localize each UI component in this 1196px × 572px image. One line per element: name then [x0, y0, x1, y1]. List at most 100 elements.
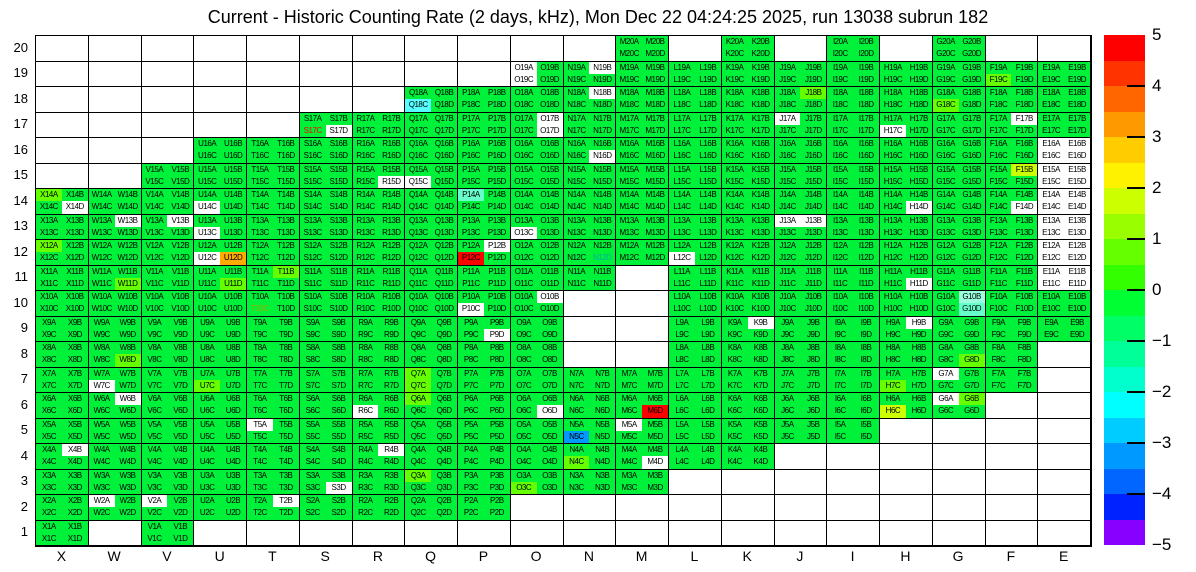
- quad-G6C: G6C: [932, 405, 959, 418]
- cell-F2: [985, 495, 1039, 521]
- quad-U9D: U9D: [220, 328, 246, 341]
- quad-G17A: G17A: [932, 112, 959, 125]
- quad-P17B: P17B: [483, 112, 510, 125]
- quad-M13C: M13C: [616, 226, 643, 239]
- quad-J12D: J12D: [800, 252, 827, 265]
- colorbar-segment-17: [1104, 468, 1145, 494]
- cell-N15: N15A N15B N15C N15D: [563, 163, 617, 189]
- quad-U5C: U5C: [194, 430, 221, 443]
- quad-P16A: P16A: [458, 138, 484, 151]
- quad-T10B: T10B: [272, 291, 299, 304]
- quad-F16D: F16D: [1011, 150, 1038, 163]
- quad-E15B: E15B: [1064, 163, 1090, 176]
- quad-F11B: F11B: [1011, 265, 1038, 278]
- quad-J10C: J10C: [774, 303, 801, 316]
- quad-J6A: J6A: [774, 393, 801, 406]
- quad-T11D: T11D: [272, 277, 299, 290]
- quad-P18D: P18D: [483, 99, 510, 112]
- cell-N18: N18A N18B N18C N18D: [563, 87, 617, 113]
- quad-U12A: U12A: [194, 240, 221, 253]
- quad-S7B: S7B: [325, 367, 352, 380]
- quad-H16C: H16C: [880, 150, 906, 163]
- quad-K13C: K13C: [721, 226, 748, 239]
- cell-K5: K5A K5B K5C K5D: [721, 418, 775, 444]
- quad-E16B: E16B: [1064, 138, 1090, 151]
- quad-R10B: R10B: [378, 291, 405, 304]
- quad-G19D: G19D: [958, 73, 985, 86]
- cell-Q8: Q8A Q8B Q8C Q8D: [405, 342, 458, 368]
- quad-K20A: K20A: [721, 36, 748, 49]
- quad-Q11D: Q11D: [431, 277, 457, 290]
- quad-O7C: O7C: [510, 379, 537, 392]
- cell-N19: N19A N19B N19C N19D: [563, 61, 617, 87]
- quad-I10C: I10C: [827, 303, 854, 316]
- quad-Q9B: Q9B: [431, 316, 457, 329]
- quad-G10B: G10B: [958, 291, 985, 304]
- x-axis-label-Q: Q: [425, 548, 437, 564]
- quad-N15C: N15C: [563, 175, 590, 188]
- quad-F10C: F10C: [985, 303, 1012, 316]
- quad-G14C: G14C: [932, 201, 959, 214]
- quad-X8D: X8D: [61, 354, 88, 367]
- quad-T3A: T3A: [247, 469, 273, 482]
- quad-J17D: J17D: [800, 124, 827, 137]
- quad-O16B: O16B: [536, 138, 563, 151]
- cell-J19: J19A J19B J19C J19D: [774, 61, 828, 87]
- quad-W13A: W13A: [88, 214, 115, 227]
- quad-X6C: X6C: [36, 405, 62, 418]
- quad-K14A: K14A: [721, 189, 748, 202]
- cell-T2: T2A T2B T2C T2D: [247, 495, 300, 521]
- colorbar-segment-9: [1104, 264, 1145, 290]
- cell-I18: I18A I18B I18C I18D: [827, 87, 880, 113]
- cell-J11: J11A J11B J11C J11D: [774, 265, 828, 291]
- quad-Q15C: Q15C: [405, 175, 432, 188]
- quad-G19A: G19A: [932, 61, 959, 74]
- quad-K10B: K10B: [747, 291, 774, 304]
- quad-L19D: L19D: [694, 73, 721, 86]
- quad-F13B: F13B: [1011, 214, 1038, 227]
- cell-L19: L19A L19B L19C L19D: [669, 61, 722, 87]
- quad-T4B: T4B: [272, 444, 299, 457]
- quad-I20C: I20C: [827, 48, 854, 61]
- cell-U14: U14A U14B U14C U14D: [194, 189, 247, 215]
- quad-V13D: V13D: [167, 226, 194, 239]
- quad-G11C: G11C: [932, 277, 959, 290]
- quad-L9B: L9B: [694, 316, 721, 329]
- quad-G7B: G7B: [958, 367, 985, 380]
- cell-N2: [563, 495, 617, 521]
- quad-Q14C: Q14C: [405, 201, 432, 214]
- quad-X13C: X13C: [36, 226, 62, 239]
- quad-Q7A: Q7A: [405, 367, 432, 380]
- cell-T17: [247, 112, 300, 138]
- cell-Q11: Q11A Q11B Q11C Q11D: [405, 265, 458, 291]
- quad-J10D: J10D: [800, 303, 827, 316]
- quad-O12A: O12A: [510, 240, 537, 253]
- quad-F12D: F12D: [1011, 252, 1038, 265]
- quad-W6A: W6A: [88, 393, 115, 406]
- cell-J3: [774, 469, 828, 495]
- quad-E16D: E16D: [1064, 150, 1090, 163]
- quad-V15C: V15C: [141, 175, 168, 188]
- quad-G9B: G9B: [958, 316, 985, 329]
- quad-P10C: P10C: [458, 303, 484, 316]
- quad-O5B: O5B: [536, 418, 563, 431]
- cell-X9: X9A X9B X9C X9D: [36, 316, 89, 342]
- quad-W7D: W7D: [114, 379, 141, 392]
- quad-V1D: V1D: [167, 532, 194, 545]
- quad-L8D: L8D: [694, 354, 721, 367]
- quad-N12B: N12B: [589, 240, 616, 253]
- cell-M8: [616, 342, 669, 368]
- quad-J19B: J19B: [800, 61, 827, 74]
- cell-X13: X13A X13B X13C X13D: [36, 214, 89, 240]
- quad-P18A: P18A: [458, 87, 484, 100]
- cell-E15: E15A E15B E15C E15D: [1038, 163, 1091, 189]
- quad-W3D: W3D: [114, 481, 141, 494]
- quad-L6B: L6B: [694, 393, 721, 406]
- quad-E17C: E17C: [1038, 124, 1065, 137]
- cell-R8: R8A R8B R8C R8D: [352, 342, 406, 368]
- quad-R2D: R2D: [378, 507, 405, 520]
- quad-G16B: G16B: [958, 138, 985, 151]
- cell-T10: T10A T10B T10C T10D: [247, 291, 300, 317]
- quad-J8B: J8B: [800, 342, 827, 355]
